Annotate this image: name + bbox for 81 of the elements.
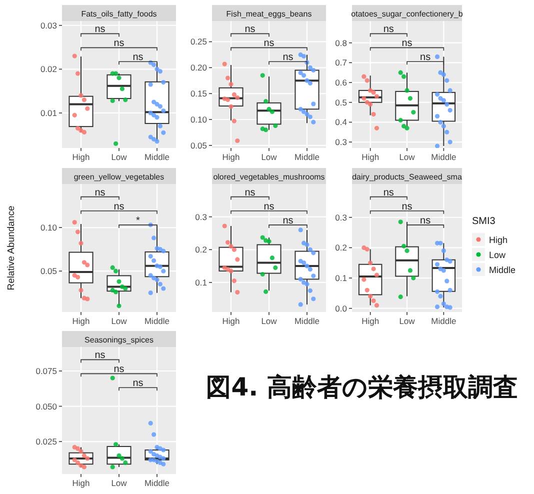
annotation: ns [383,24,394,36]
x-tick-label: High [222,316,240,326]
annotation: * [136,215,140,226]
y-tick-label: 0.3 [335,137,348,148]
y-tick-label: 0.6 [335,78,348,88]
annotation: ns [264,201,274,212]
x-tick-label: Middle [144,152,170,162]
y-tick-label: 0.0 [335,303,348,314]
legend-label: Low [489,250,506,260]
x-tick-label: Middle [144,316,170,326]
x-tick-label: Middle [144,478,170,488]
y-tick-label: 0.01 [40,108,58,118]
x-tick-label: Low [261,152,278,162]
chart-title: Seasonings_spices [84,336,154,344]
x-tick-label: High [362,316,380,326]
annotation: ns [94,187,106,198]
x-tick-label: High [72,478,90,488]
y-tick-label: 0.25 [190,36,208,47]
y-tick-label: 0.1 [335,273,348,284]
x-tick-label: Middle [431,152,456,162]
y-tick-label: 0.10 [190,114,208,124]
y-axis-title: Relative Abundance [6,206,17,290]
x-tick-label: Low [261,316,278,326]
y-tick-label: 0.050 [36,401,58,412]
annotation: ns [94,24,106,36]
y-tick-label: 0.05 [40,266,58,276]
y-tick-label: 0.8 [335,38,348,48]
annotation: ns [420,215,431,226]
annotation: ns [282,52,294,64]
annotation: ns [132,52,144,64]
caption: 図4. 高齢者の栄養摂取調査 [206,372,518,402]
annotation: ns [402,38,412,50]
x-tick-label: Low [111,478,128,488]
annotation: ns [94,350,106,362]
x-tick-label: Middle [431,316,456,326]
x-tick-label: High [222,152,240,162]
y-tick-label: 0.075 [36,366,58,376]
annotation: ns [282,215,294,226]
annotation: ns [114,201,124,212]
y-tick-label: 0.15 [190,88,208,99]
chart-title: green_yellow_vegetables [74,172,164,182]
legend-title: SMI3 [472,216,496,227]
legend-label: Middle [489,265,516,275]
legend-label: High [489,235,508,245]
annotation: ns [114,364,124,376]
y-tick-label: 0.7 [335,58,348,68]
annotation: ns [114,38,124,50]
y-tick-label: 0.4 [335,117,348,128]
x-tick-label: Low [399,152,416,162]
y-tick-label: 0.1 [195,277,208,288]
annotation: ns [402,201,412,212]
annotation: ns [132,378,144,390]
x-tick-label: Low [111,316,128,326]
chart-title: Fats_oils_fatty_foods [81,10,157,18]
chart-title: dairy_products_Seaweed_sma [352,172,462,182]
x-tick-label: High [72,316,90,326]
y-tick-label: 0.025 [36,436,58,447]
chart-title: otatoes_sugar_confectionery_b [351,10,464,18]
chart-title: olored_vegetables_mushrooms [213,172,325,182]
x-tick-label: High [72,152,90,162]
x-tick-label: Low [111,152,128,162]
annotation: ns [383,187,394,198]
y-tick-label: 0.2 [335,242,348,253]
annotation: ns [264,38,274,50]
x-tick-label: Low [399,316,416,326]
y-tick-label: 0.3 [195,212,208,222]
y-tick-label: 0.3 [335,212,348,222]
x-tick-label: Middle [294,316,320,326]
y-tick-label: 0.05 [190,140,208,150]
y-tick-label: 0.02 [40,64,58,74]
annotation: ns [244,24,256,36]
y-tick-label: 0.2 [195,244,208,255]
y-tick-label: 0.20 [190,62,208,73]
chart-title: Fish_meat_eggs_beans [226,10,312,18]
annotation: ns [244,187,256,198]
y-tick-label: 0.03 [40,20,58,30]
annotation: ns [420,52,431,64]
y-tick-label: 0.10 [40,222,58,233]
x-tick-label: High [362,152,380,162]
x-tick-label: Middle [294,152,320,162]
y-tick-label: 0.5 [335,97,348,108]
